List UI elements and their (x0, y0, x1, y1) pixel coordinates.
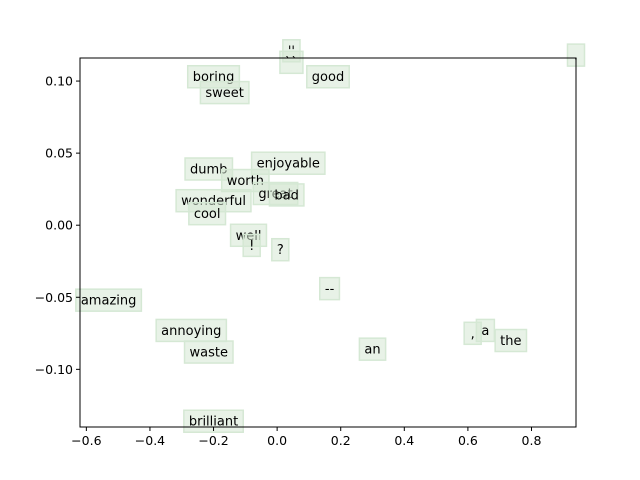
y-tick-label: −0.05 (35, 290, 73, 305)
label-box (75, 288, 143, 312)
x-tick-label: 0.4 (394, 433, 414, 448)
label-box (279, 50, 304, 75)
y-tick-label: −0.10 (35, 362, 73, 377)
x-tick-label: −0.2 (198, 433, 228, 448)
label-box (268, 183, 305, 207)
x-tick-label: −0.6 (71, 433, 101, 448)
label-box (199, 80, 250, 105)
point-label: -- (325, 282, 335, 297)
point-label: brilliant (189, 415, 238, 430)
point-label-box: annoying (155, 318, 228, 343)
y-tick-label: 0.05 (45, 146, 73, 161)
point-label: a (481, 324, 489, 339)
x-tick-label: 0.6 (458, 433, 478, 448)
point-label: waste (190, 346, 228, 361)
label-box (188, 201, 227, 226)
point-label: `` (285, 56, 298, 71)
point-label: , (471, 327, 475, 342)
x-tick-label: 0.8 (522, 433, 542, 448)
x-tick-label: 0.2 (331, 433, 351, 448)
point-label-box: enjoyable (250, 151, 326, 175)
point-label-box: waste (183, 340, 234, 364)
point-label: ? (277, 243, 284, 258)
point-label: amazing (81, 294, 137, 309)
label-box (318, 276, 341, 301)
point-label: the (500, 334, 521, 349)
point-label: good (312, 70, 344, 85)
point-label: dumb (190, 162, 227, 177)
point-label: bad (274, 188, 298, 203)
plot-frame (79, 57, 577, 428)
point-label: annoying (161, 324, 221, 339)
point-label: sweet (205, 86, 244, 101)
point-label-box: amazing (75, 288, 143, 312)
x-axis: −0.6 −0.4 −0.2 0.0 0.2 0.4 0.6 0.8 (71, 427, 541, 448)
point-label-box: ? (271, 237, 290, 262)
points-layer: ''``.boringgoodsweetenjoyabledumbworthgr… (75, 39, 586, 433)
point-label-box: cool (188, 201, 227, 226)
label-box (494, 328, 528, 353)
y-axis: −0.10 −0.05 0.00 0.05 0.10 (35, 74, 80, 377)
x-tick-label: −0.4 (135, 433, 165, 448)
point-label-box: `` (279, 50, 304, 75)
label-box (475, 318, 496, 343)
point-label-box: a (475, 318, 496, 343)
label-box (183, 340, 234, 364)
point-label-box: -- (318, 276, 341, 301)
point-label: an (364, 343, 380, 358)
point-label: . (574, 49, 578, 64)
point-label-box: sweet (199, 80, 250, 105)
point-label-box: the (494, 328, 528, 353)
point-label-box: ! (242, 233, 261, 258)
label-box (250, 151, 326, 175)
point-label: cool (194, 207, 221, 222)
point-label-box: bad (268, 183, 305, 207)
point-label: enjoyable (257, 157, 320, 172)
point-label-box: good (306, 64, 350, 89)
label-box (271, 237, 290, 262)
label-box (306, 64, 350, 89)
y-tick-label: 0.10 (45, 74, 73, 89)
label-box (358, 337, 387, 361)
point-label-box: an (358, 337, 387, 361)
x-tick-label: 0.0 (267, 433, 287, 448)
y-tick-label: 0.00 (45, 218, 73, 233)
point-label: ! (249, 239, 254, 254)
label-box (242, 233, 261, 258)
